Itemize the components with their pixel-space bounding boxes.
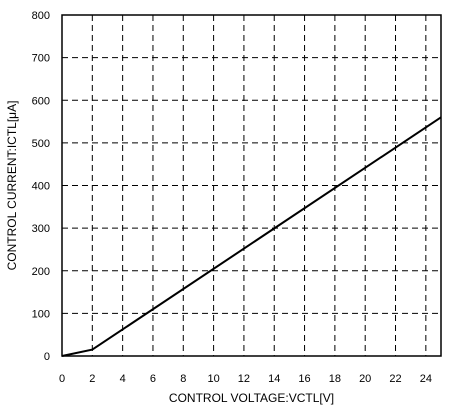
x-tick-label: 20 — [359, 373, 371, 385]
plot-frame — [61, 14, 442, 357]
x-axis-ticks: 0 2 4 6 8 10 12 14 16 18 20 22 24 — [59, 373, 432, 385]
y-tick-label: 300 — [32, 223, 50, 235]
y-tick-label: 100 — [32, 308, 50, 320]
y-tick-label: 500 — [32, 138, 50, 150]
x-tick-label: 24 — [420, 373, 432, 385]
y-tick-label: 200 — [32, 266, 50, 278]
y-tick-label: 0 — [44, 351, 50, 363]
grid — [62, 15, 441, 356]
x-tick-label: 16 — [298, 373, 310, 385]
x-tick-label: 10 — [207, 373, 219, 385]
x-axis-label: CONTROL VOLTAGE:VCTL[V] — [169, 391, 334, 405]
x-tick-label: 2 — [89, 373, 95, 385]
y-tick-label: 600 — [32, 95, 50, 107]
x-tick-label: 0 — [59, 373, 65, 385]
y-tick-label: 400 — [32, 181, 50, 193]
y-axis-ticks: 0 100 200 300 400 500 600 700 800 — [32, 10, 50, 363]
x-tick-label: 6 — [150, 373, 156, 385]
x-tick-label: 12 — [238, 373, 250, 385]
x-tick-label: 8 — [180, 373, 186, 385]
y-tick-label: 700 — [32, 53, 50, 65]
y-axis-label: CONTROL CURRENT:ICTL[μA] — [5, 101, 19, 271]
x-tick-label: 18 — [329, 373, 341, 385]
x-tick-label: 22 — [389, 373, 401, 385]
series — [61, 116, 442, 357]
x-tick-label: 14 — [268, 373, 280, 385]
x-tick-label: 4 — [120, 373, 126, 385]
y-tick-label: 800 — [32, 10, 50, 22]
series-line — [61, 116, 442, 357]
